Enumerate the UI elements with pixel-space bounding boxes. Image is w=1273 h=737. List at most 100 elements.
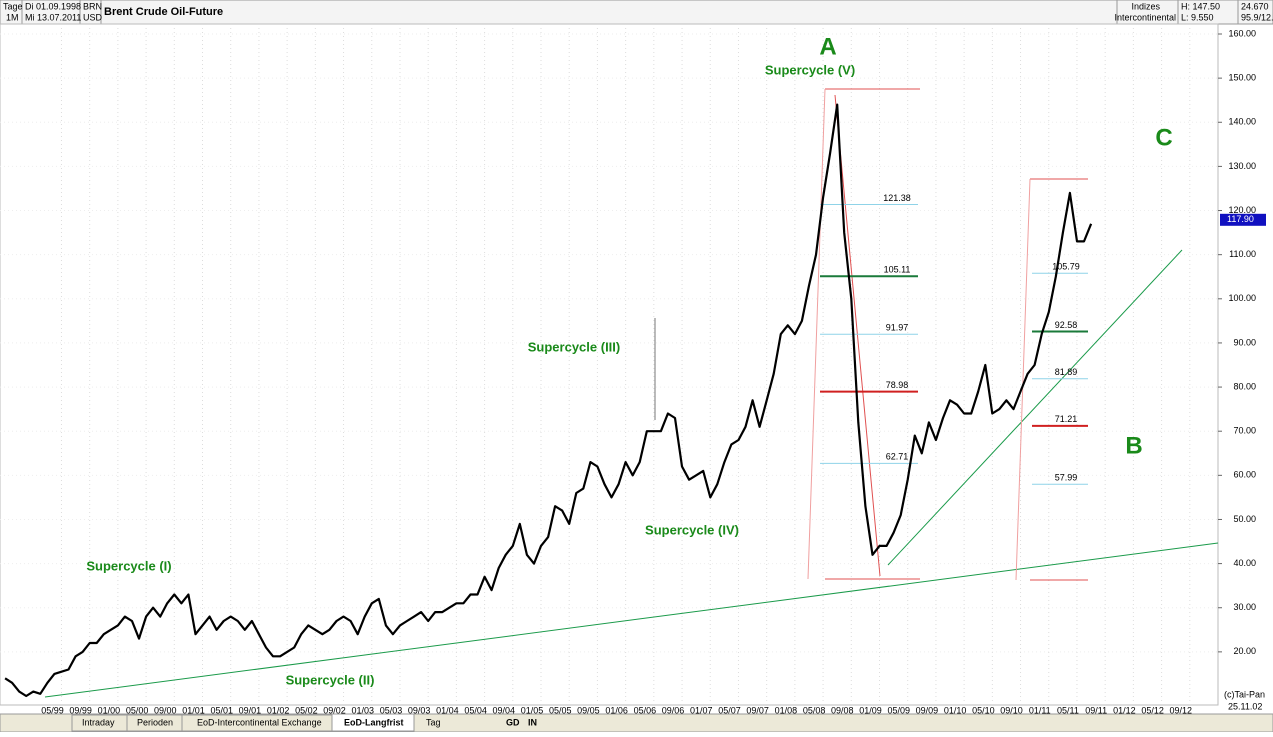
- high: H: 147.50: [1181, 1, 1220, 11]
- fib-label: 71.21: [1055, 414, 1078, 424]
- y-tick-label: 50.00: [1233, 514, 1256, 524]
- x-tick-label: 01/03: [351, 705, 374, 715]
- x-tick-label: 09/04: [493, 705, 516, 715]
- wave-label: Supercycle (II): [286, 672, 375, 687]
- y-tick-label: 20.00: [1233, 646, 1256, 656]
- footer-date: 25.11.02: [1228, 701, 1262, 711]
- x-tick-label: 05/05: [549, 705, 572, 715]
- x-tick-label: 05/01: [210, 705, 233, 715]
- start-date: Di 01.09.1998: [25, 1, 81, 11]
- y-tick-label: 130.00: [1228, 161, 1256, 171]
- price-line: [4, 103, 1093, 698]
- grid: [0, 24, 1218, 705]
- x-tick-label: 09/10: [1000, 705, 1023, 715]
- y-tick-label: 110.00: [1229, 249, 1256, 259]
- x-tick-label: 09/02: [323, 705, 346, 715]
- fib-label: 62.71: [886, 452, 909, 462]
- x-tick-label: 09/06: [662, 705, 685, 715]
- wave-label: Supercycle (V): [765, 62, 855, 77]
- x-tick-label: 09/08: [831, 705, 854, 715]
- stat: 24.670: [1241, 1, 1269, 11]
- x-tick-label: 01/12: [1113, 705, 1136, 715]
- y-tick-label: 140.00: [1228, 117, 1256, 127]
- y-tick-label: 40.00: [1233, 558, 1256, 568]
- x-tick-label: 01/11: [1029, 705, 1051, 715]
- y-tick-label: 90.00: [1233, 337, 1256, 347]
- x-tick-label: 05/04: [464, 705, 487, 715]
- tab-label: EoD-Intercontinental Exchange: [197, 717, 322, 727]
- fib-label: 105.11: [884, 265, 911, 275]
- tab[interactable]: Intraday: [71, 714, 128, 732]
- wave-label: B: [1125, 432, 1142, 459]
- y-tick-label: 120.00: [1228, 205, 1256, 215]
- x-tick-label: 09/07: [746, 705, 769, 715]
- button[interactable]: GD: [506, 717, 520, 727]
- fib-label: 92.58: [1055, 320, 1078, 330]
- x-tick-label: 09/03: [408, 705, 431, 715]
- x-tick-label: 01/02: [267, 705, 290, 715]
- tab[interactable]: Perioden: [126, 714, 183, 732]
- wave-label: A: [819, 33, 836, 60]
- last-price-label: 117.90: [1227, 214, 1254, 224]
- x-tick-label: 05/08: [803, 705, 826, 715]
- y-tick-label: 80.00: [1233, 381, 1256, 391]
- button[interactable]: Tag: [426, 717, 441, 727]
- range-line: [1015, 178, 1031, 581]
- tab[interactable]: EoD-Langfrist: [331, 713, 415, 732]
- chart-title: Brent Crude Oil-Future: [104, 6, 223, 18]
- range-line: [834, 94, 881, 577]
- tab-label: EoD-Langfrist: [344, 717, 404, 727]
- fib-label: 105.79: [1052, 262, 1080, 272]
- button[interactable]: IN: [528, 717, 537, 727]
- fib-label: 81.89: [1055, 367, 1078, 377]
- x-tick-label: 05/12: [1141, 705, 1164, 715]
- x-tick-label: 01/01: [182, 705, 205, 715]
- x-tick-label: 05/11: [1057, 705, 1079, 715]
- last-price-box: [1220, 213, 1266, 226]
- exchange: Intercontinental: [1114, 12, 1176, 22]
- wave-label: Supercycle (I): [86, 558, 171, 573]
- x-tick-label: 05/02: [295, 705, 318, 715]
- range-line: [807, 88, 826, 580]
- x-tick-label: 09/01: [239, 705, 262, 715]
- fib-label: 57.99: [1055, 473, 1078, 483]
- plot: [4, 103, 1093, 698]
- x-tick-label: 05/03: [380, 705, 403, 715]
- fibonacci: 121.38 105.11 91.97 78.98 62.71 105.79 92.58 81…: [820, 193, 1088, 485]
- tab-label: Intraday: [82, 717, 115, 727]
- x-tick-label: 05/06: [634, 705, 657, 715]
- period-label: Tage: [3, 1, 23, 11]
- x-tick-label: 09/05: [577, 705, 600, 715]
- x-tick-label: 01/08: [775, 705, 798, 715]
- currency: USD: [83, 12, 103, 22]
- tab[interactable]: EoD-Intercontinental Exchange: [181, 714, 333, 732]
- x-tick-label: 09/12: [1170, 705, 1193, 715]
- wave-label: C: [1155, 124, 1172, 151]
- x-tick-label: 05/10: [972, 705, 995, 715]
- fib-label: 91.97: [886, 323, 909, 333]
- fib-label: 78.98: [886, 380, 909, 390]
- x-tick-label: 01/07: [690, 705, 713, 715]
- x-tick-label: 09/99: [69, 705, 92, 715]
- x-tick-label: 01/09: [859, 705, 882, 715]
- end-date: Mi 13.07.2011: [25, 12, 81, 22]
- fib-label: 121.38: [883, 193, 911, 203]
- x-tick-label: 09/09: [916, 705, 939, 715]
- x-tick-label: 01/00: [98, 705, 121, 715]
- trend-line: [887, 249, 1183, 566]
- low: L: 9.550: [1181, 12, 1214, 22]
- tab-label: Perioden: [137, 717, 173, 727]
- x-tick-label: 09/11: [1085, 705, 1107, 715]
- x-tick-label: 01/04: [436, 705, 459, 715]
- y-tick-label: 70.00: [1233, 426, 1256, 436]
- tab-bg: [331, 713, 415, 732]
- x-tick-label: 05/07: [718, 705, 741, 715]
- wave-label: Supercycle (IV): [645, 522, 739, 537]
- x-tick-label: 05/00: [126, 705, 149, 715]
- y-tick-label: 150.00: [1228, 73, 1256, 83]
- y-tick-label: 30.00: [1233, 602, 1256, 612]
- period: 1M: [6, 12, 19, 22]
